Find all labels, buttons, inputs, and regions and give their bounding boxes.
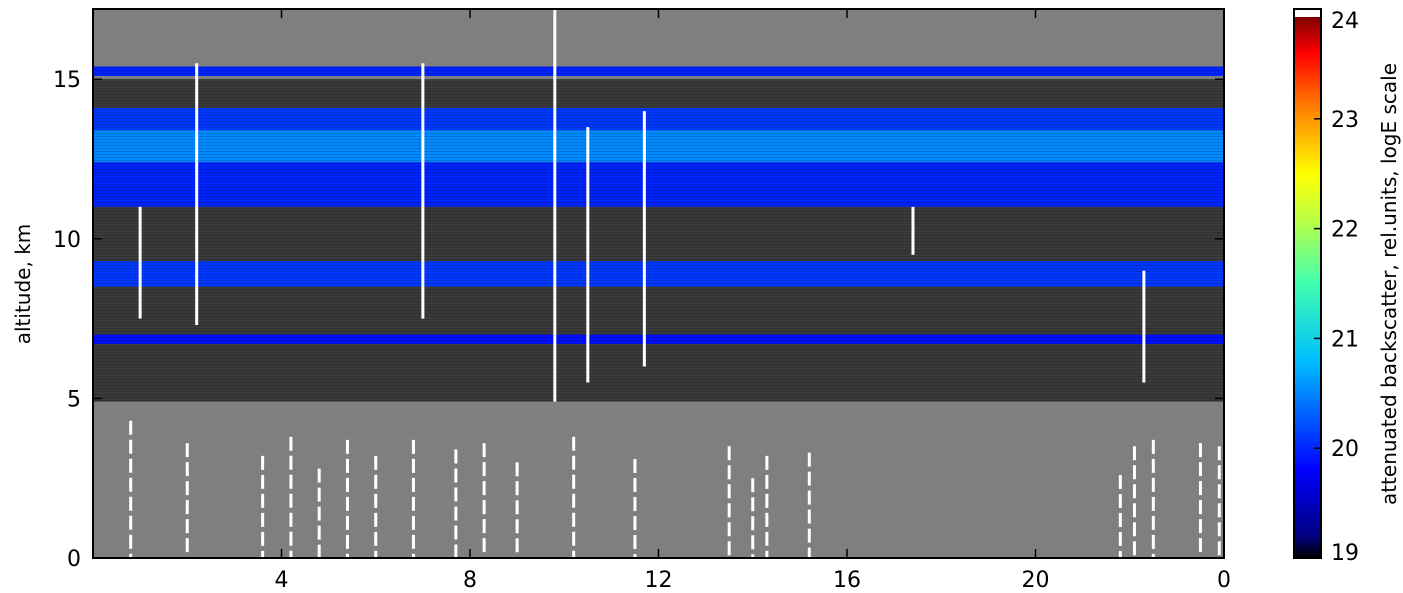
colorbar-ticks: 19 20 21 22 23 24 xyxy=(1314,8,1359,566)
x-tick-label-4: 20 xyxy=(1022,568,1050,593)
colorbar-tick-label-4: 23 xyxy=(1331,108,1359,133)
plot-area xyxy=(93,9,1224,558)
x-tick-label-5: 0 xyxy=(1217,568,1231,593)
layer-texture-7 xyxy=(93,286,1224,335)
layer-texture-9 xyxy=(93,344,1224,402)
x-tick-label-1: 8 xyxy=(463,568,477,593)
layer-texture-5 xyxy=(93,206,1224,262)
layer-texture-3 xyxy=(93,130,1224,163)
y-tick-label-2: 10 xyxy=(53,228,81,253)
layer-texture-2 xyxy=(93,107,1224,131)
y-tick-label-3: 15 xyxy=(53,68,81,93)
x-tick-label-0: 4 xyxy=(275,568,289,593)
colorbar-label: attenuated backscatter, rel.units, logE … xyxy=(1377,63,1401,505)
layer-texture-8 xyxy=(93,334,1224,345)
layer-texture-0 xyxy=(93,66,1224,77)
colorbar-tick-label-5: 24 xyxy=(1331,9,1359,34)
y-tick-label-0: 0 xyxy=(67,547,81,572)
y-tick-label-1: 5 xyxy=(67,387,81,412)
colorbar-tick-label-3: 22 xyxy=(1331,218,1359,243)
colorbar-tick-label-1: 20 xyxy=(1331,437,1359,462)
layer-texture-1 xyxy=(93,79,1224,108)
colorbar-tick-label-0: 19 xyxy=(1331,541,1359,566)
colorbar-tick-label-2: 21 xyxy=(1331,327,1359,352)
layer-texture-6 xyxy=(93,261,1224,287)
x-tick-label-3: 16 xyxy=(833,568,861,593)
y-axis-title: altitude, km xyxy=(11,224,35,345)
x-tick-label-2: 12 xyxy=(645,568,673,593)
axis-ticks: 4 8 12 16 20 0 0 5 10 15 xyxy=(53,9,1231,593)
layer-texture-4 xyxy=(93,162,1224,207)
colorbar xyxy=(1293,8,1322,559)
